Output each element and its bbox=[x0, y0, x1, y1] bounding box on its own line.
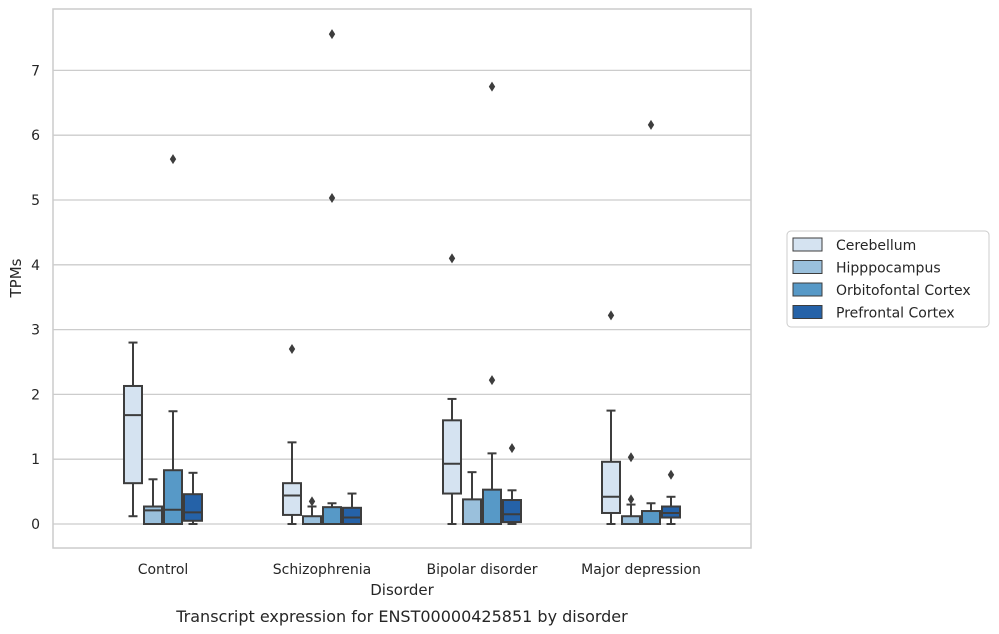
box-3-0 bbox=[601, 310, 621, 525]
box-3-1 bbox=[621, 452, 641, 525]
box-1-2 bbox=[322, 29, 342, 526]
legend: Cerebellum Hipppocampus Orbitofontal Corte… bbox=[786, 230, 990, 328]
x-tick-2: Bipolar disorder bbox=[426, 562, 537, 578]
legend-label-3: Prefrontal Cortex bbox=[836, 306, 955, 322]
outlier-0 bbox=[308, 496, 316, 507]
outlier-1 bbox=[488, 81, 496, 92]
box-3-3 bbox=[661, 469, 681, 525]
box-body bbox=[502, 499, 522, 524]
x-tick-3: Major depression bbox=[581, 562, 701, 578]
box-body bbox=[183, 493, 203, 522]
y-tick-1: 1 bbox=[31, 452, 40, 468]
box-body bbox=[342, 506, 362, 525]
outlier-1 bbox=[627, 452, 635, 463]
box-1-0 bbox=[282, 344, 302, 525]
box-body bbox=[462, 498, 482, 526]
legend-swatch-0 bbox=[792, 237, 823, 252]
outlier-0 bbox=[508, 443, 516, 454]
outlier-0 bbox=[607, 310, 615, 321]
box-body bbox=[123, 384, 143, 485]
chart-title: Transcript expression for ENST0000042585… bbox=[175, 607, 628, 626]
y-tick-4: 4 bbox=[31, 258, 40, 274]
plot-area bbox=[52, 8, 752, 549]
x-tick-0: Control bbox=[138, 562, 189, 578]
y-tick-5: 5 bbox=[31, 193, 40, 209]
outlier-0 bbox=[627, 494, 635, 505]
y-tick-3: 3 bbox=[31, 323, 40, 339]
grid-lines bbox=[53, 69, 751, 525]
outlier-0 bbox=[667, 469, 675, 480]
legend-swatch-3 bbox=[792, 305, 823, 319]
box-body bbox=[641, 510, 661, 526]
box-body bbox=[163, 469, 183, 526]
x-axis-label: Disorder bbox=[370, 581, 434, 599]
box-0-0 bbox=[123, 341, 143, 518]
box-body bbox=[302, 515, 322, 525]
boxes bbox=[123, 29, 681, 526]
x-tick-labels: Control Schizophrenia Bipolar disorder Majo… bbox=[138, 562, 701, 578]
legend-label-2: Orbitofontal Cortex bbox=[836, 283, 971, 299]
box-body bbox=[143, 505, 163, 525]
box-2-1 bbox=[462, 471, 482, 526]
y-tick-0: 0 bbox=[31, 517, 40, 533]
box-3-2 bbox=[641, 119, 661, 526]
outlier-0 bbox=[647, 119, 655, 130]
y-tick-2: 2 bbox=[31, 387, 40, 403]
box-0-3 bbox=[183, 471, 203, 525]
box-2-3 bbox=[502, 443, 522, 525]
box-body bbox=[601, 460, 621, 514]
box-body bbox=[442, 419, 462, 495]
box-0-2 bbox=[163, 154, 183, 526]
box-body bbox=[621, 515, 641, 525]
y-tick-labels: 0 1 2 3 4 5 6 7 bbox=[31, 63, 40, 533]
y-tick-7: 7 bbox=[31, 63, 40, 79]
box-1-1 bbox=[302, 496, 322, 525]
legend-swatch-2 bbox=[792, 282, 823, 297]
outlier-0 bbox=[288, 344, 296, 355]
y-axis-label: TPMs bbox=[7, 258, 25, 298]
legend-label-0: Cerebellum bbox=[836, 238, 916, 254]
box-2-2 bbox=[482, 81, 502, 526]
legend-swatch-1 bbox=[792, 260, 823, 274]
outlier-0 bbox=[488, 375, 496, 386]
y-tick-6: 6 bbox=[31, 128, 40, 144]
box-2-0 bbox=[442, 253, 462, 525]
box-body bbox=[322, 506, 342, 526]
outlier-1 bbox=[328, 29, 336, 40]
outlier-0 bbox=[328, 193, 336, 204]
outlier-0 bbox=[448, 253, 456, 264]
box-body bbox=[282, 482, 302, 516]
legend-frame bbox=[786, 230, 990, 328]
box-body bbox=[482, 488, 502, 526]
box-1-3 bbox=[342, 492, 362, 525]
x-tick-1: Schizophrenia bbox=[273, 562, 371, 578]
legend-label-1: Hipppocampus bbox=[836, 261, 941, 277]
outlier-0 bbox=[169, 154, 177, 165]
box-0-1 bbox=[143, 478, 163, 525]
